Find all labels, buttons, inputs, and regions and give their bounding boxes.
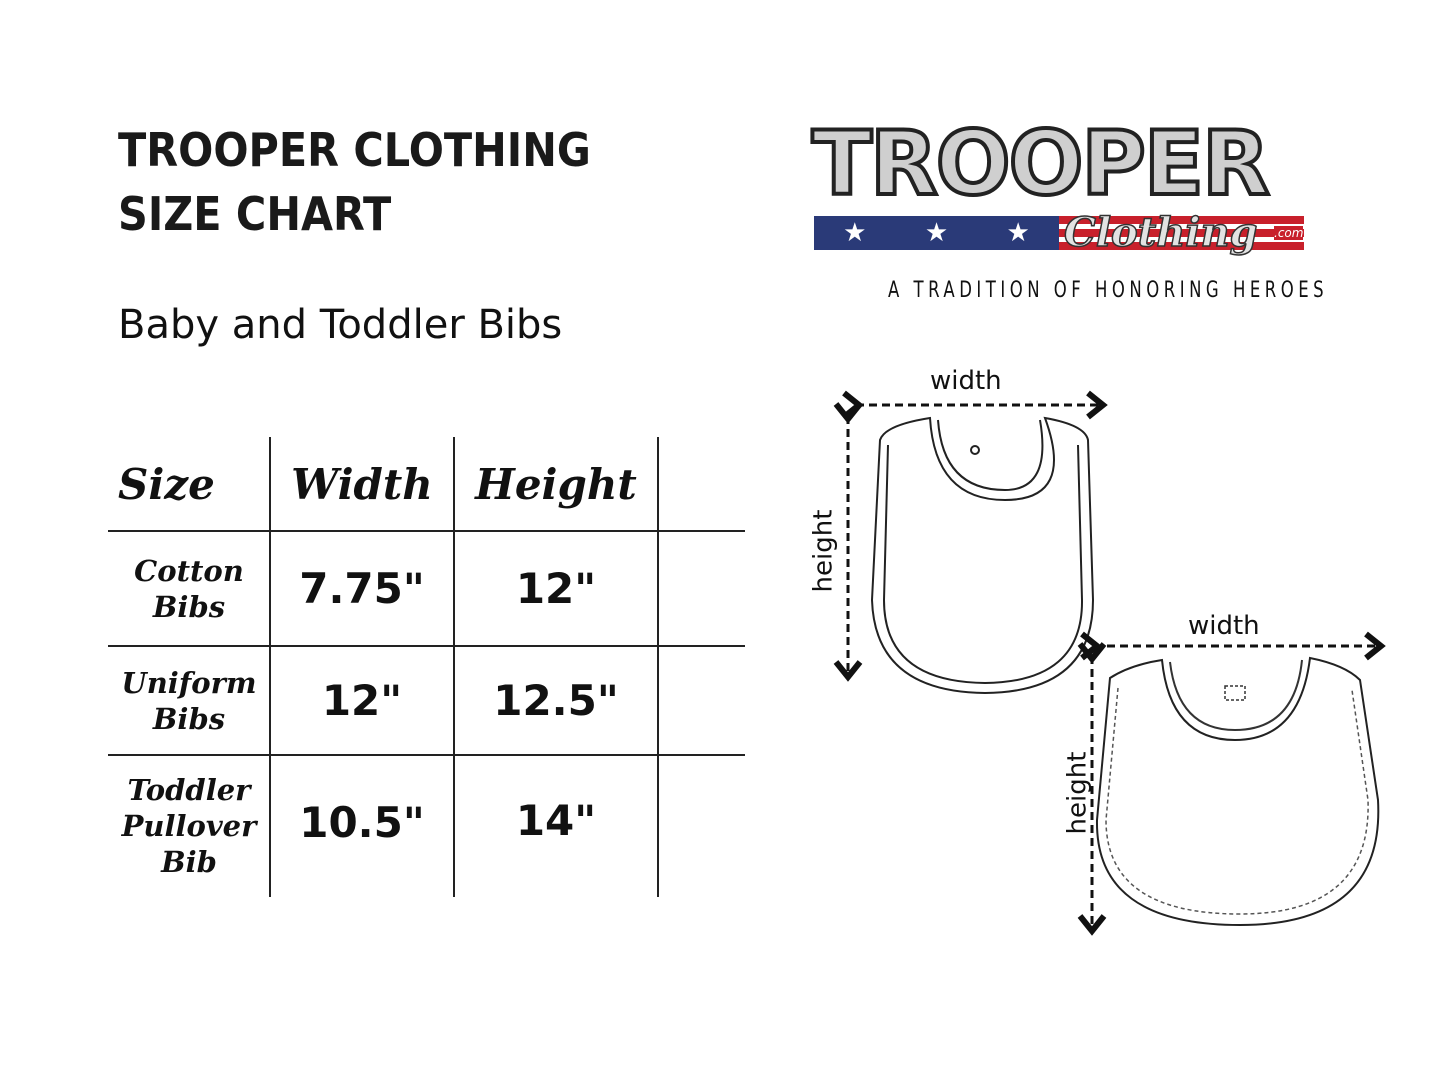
bib2-height-label: height (1062, 751, 1093, 835)
logo-domain: .com (1274, 226, 1304, 240)
column-header-height: Height (475, 459, 637, 509)
logo-script-text: Clothing (1063, 209, 1258, 257)
size-text: Cotton Bibs (134, 553, 244, 624)
row-height-value: 12" (515, 564, 597, 613)
bib1-width-label: width (930, 366, 1002, 396)
row-size-label: Cotton Bibs (108, 531, 270, 646)
flag-banner: ★ ★ ★ (814, 216, 1304, 250)
page-title: TROOPER CLOTHING SIZE CHART (118, 118, 591, 246)
velcro-tab-icon (1224, 685, 1246, 701)
column-header-size: Size (118, 459, 215, 509)
brand-logo: TROOPER ★ ★ ★ Clothing .com A TRADITION OF… (810, 112, 1324, 318)
subtitle: Baby and Toddler Bibs (118, 302, 563, 348)
row-size-label: Uniform Bibs (108, 646, 270, 755)
bib2-width-label: width (1188, 611, 1260, 641)
star-icons: ★ ★ ★ (814, 216, 1059, 250)
logo-tagline: A TRADITION OF HONORING HEROES (888, 278, 1329, 303)
logo-brand-text: TROOPER (810, 112, 1272, 215)
title-line-2: SIZE CHART (118, 187, 392, 241)
row-size-label: Toddler Pullover Bib (108, 755, 270, 897)
uniform-bib-diagram (1077, 631, 1386, 936)
table-divider (657, 437, 659, 897)
bib-outline (870, 416, 1095, 695)
size-text: Toddler Pullover Bib (121, 773, 257, 879)
row-width-value: 12" (321, 676, 403, 725)
snap-icon (970, 445, 980, 455)
table-divider (453, 437, 455, 897)
table-divider (108, 645, 745, 647)
table-divider (108, 530, 745, 532)
table-divider (108, 754, 745, 756)
row-width-value: 7.75" (299, 564, 425, 613)
size-text: Uniform Bibs (121, 665, 257, 736)
bib1-height-label: height (808, 509, 839, 593)
table-divider (269, 437, 271, 897)
row-height-value: 14" (515, 795, 597, 845)
column-header-width: Width (291, 459, 433, 509)
title-line-1: TROOPER CLOTHING (118, 123, 591, 177)
cotton-bib-diagram (833, 390, 1108, 695)
flag-stripes (1059, 216, 1304, 250)
row-height-value: 12.5" (493, 676, 619, 725)
row-width-value: 10.5" (299, 798, 425, 847)
bib-outline (1095, 656, 1380, 927)
